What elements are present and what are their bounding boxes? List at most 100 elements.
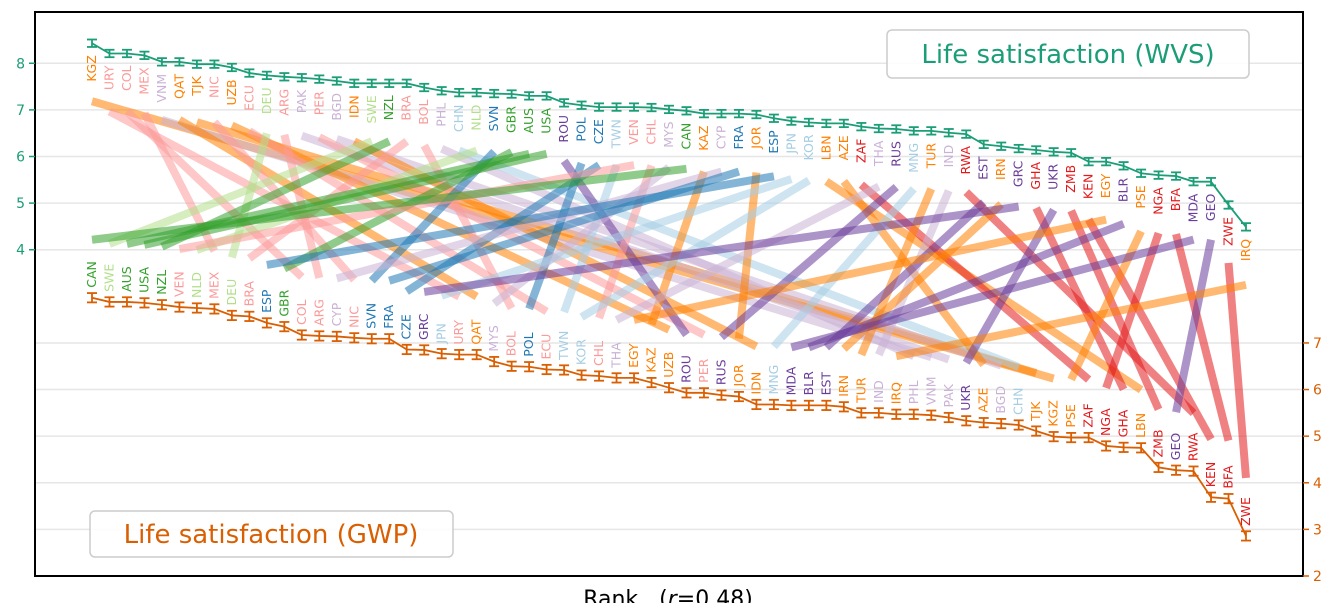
- gwp-label-IND: IND: [871, 380, 886, 403]
- wvs-label-BLR: BLR: [1116, 178, 1131, 203]
- link-ZWE: [1224, 262, 1250, 479]
- gwp-label-TUR: TUR: [853, 377, 868, 404]
- wvs-label-NLD: NLD: [469, 105, 484, 131]
- link-THA: [614, 182, 881, 324]
- gwp-label-GRC: GRC: [416, 313, 431, 340]
- gwp-label-DEU: DEU: [224, 279, 239, 306]
- wvs-label-JOR: JOR: [748, 126, 763, 150]
- link-POL: [525, 161, 586, 311]
- gwp-label-IRQ: IRQ: [888, 382, 903, 404]
- left-tick-label: 4: [16, 243, 25, 259]
- right-tick-label: 6: [1313, 383, 1322, 399]
- gwp-label-TWN: TWN: [556, 331, 571, 361]
- wvs-label-CZE: CZE: [591, 119, 606, 144]
- wvs-label-RWA: RWA: [958, 146, 973, 175]
- gwp-label-KGZ: KGZ: [1046, 400, 1061, 426]
- gwp-label-KEN: KEN: [1203, 462, 1218, 487]
- gwp-label-EST: EST: [818, 372, 833, 396]
- gwp-label-FRA: FRA: [381, 304, 396, 328]
- gwp-label-URY: URY: [451, 320, 466, 345]
- gwp-label-USA: USA: [136, 267, 151, 293]
- wvs-label-RUS: RUS: [888, 141, 903, 167]
- gwp-label-COL: COL: [294, 299, 309, 325]
- gwp-label-IRN: IRN: [836, 375, 851, 397]
- right-tick-label: 4: [1313, 476, 1322, 492]
- gwp-label-CHL: CHL: [591, 341, 606, 366]
- gwp-label-CAN: CAN: [84, 261, 99, 288]
- gwp-label-ROU: ROU: [678, 355, 693, 383]
- gwp-label-BLR: BLR: [801, 371, 816, 396]
- wvs-label-ZMB: ZMB: [1063, 165, 1078, 193]
- right-tick-label: 5: [1313, 429, 1322, 445]
- wvs-label-IRQ: IRQ: [1238, 239, 1253, 261]
- wvs-label-UKR: UKR: [1046, 164, 1061, 190]
- gwp-label-TJK: TJK: [1028, 401, 1043, 422]
- link-VEN: [178, 161, 635, 253]
- x-axis-label: Rank (r=0.48): [583, 587, 753, 603]
- wvs-label-COL: COL: [119, 65, 134, 91]
- link-RUS: [718, 183, 899, 341]
- link-EGY: [633, 215, 1107, 324]
- gwp-label-SVN: SVN: [364, 303, 379, 329]
- link-MDA: [790, 235, 1195, 352]
- gwp-label-NZL: NZL: [154, 270, 169, 295]
- wvs-label-THA: THA: [871, 140, 886, 167]
- gwp-label-AUS: AUS: [119, 266, 134, 292]
- gwp-label-BRA: BRA: [241, 281, 256, 307]
- wvs-label-CHN: CHN: [451, 105, 466, 132]
- gwp-label-GHA: GHA: [1116, 409, 1131, 437]
- wvs-label-PSE: PSE: [1133, 185, 1148, 208]
- wvs-label-GBR: GBR: [504, 106, 519, 133]
- gwp-label-NLD: NLD: [189, 272, 204, 298]
- gwp-label-ARG: ARG: [311, 299, 326, 326]
- link-KEN: [1085, 217, 1215, 442]
- wvs-label-IND: IND: [941, 145, 956, 168]
- wvs-label-GHA: GHA: [1028, 162, 1043, 190]
- gwp-label-JPN: JPN: [434, 323, 449, 345]
- gwp-label-ZMB: ZMB: [1151, 429, 1166, 457]
- wvs-label-JPN: JPN: [783, 133, 798, 155]
- wvs-label-USA: USA: [539, 107, 554, 133]
- gwp-label-SWE: SWE: [101, 264, 116, 292]
- gwp-label-MEX: MEX: [206, 271, 221, 299]
- link-CAN: [91, 164, 687, 244]
- wvs-label-ESP: ESP: [766, 130, 781, 154]
- wvs-label-BGD: BGD: [329, 93, 344, 121]
- link-GHA: [1032, 206, 1128, 392]
- wvs-label-AZE: AZE: [836, 135, 851, 160]
- right-tick-label: 3: [1313, 522, 1322, 538]
- wvs-label-PER: PER: [311, 91, 326, 115]
- wvs-label-SVN: SVN: [486, 106, 501, 132]
- gwp-label-ZAF: ZAF: [1081, 403, 1096, 427]
- link-GEO: [1172, 238, 1215, 413]
- wvs-label-MYS: MYS: [661, 121, 676, 147]
- legend-gwp: Life satisfaction (GWP): [89, 510, 454, 558]
- wvs-label-LBN: LBN: [818, 135, 833, 160]
- wvs-label-AUS: AUS: [521, 108, 536, 134]
- wvs-label-MEX: MEX: [136, 67, 151, 95]
- gwp-label-CZE: CZE: [399, 314, 414, 339]
- wvs-label-VEN: VEN: [626, 119, 641, 145]
- left-tick-label: 5: [16, 196, 25, 212]
- link-MNG: [770, 186, 917, 350]
- link-SWE: [108, 137, 374, 248]
- gwp-label-MNG: MNG: [766, 365, 781, 395]
- gwp-label-ECU: ECU: [539, 334, 554, 360]
- legend-gwp-label: Life satisfaction (GWP): [124, 520, 419, 550]
- link-BFA: [1172, 233, 1233, 442]
- legend-wvs-label: Life satisfaction (WVS): [921, 40, 1214, 70]
- wvs-label-UZB: UZB: [224, 79, 239, 105]
- gwp-label-AZE: AZE: [976, 388, 991, 413]
- wvs-label-TUR: TUR: [923, 143, 938, 170]
- gwp-label-GBR: GBR: [276, 289, 291, 316]
- wvs-label-TJK: TJK: [189, 75, 204, 96]
- gwp-label-PER: PER: [696, 358, 711, 382]
- right-tick-label: 7: [1313, 336, 1322, 352]
- wvs-label-TWN: TWN: [609, 119, 624, 149]
- wvs-label-NGA: NGA: [1151, 187, 1166, 215]
- wvs-label-ECU: ECU: [241, 85, 256, 111]
- link-TWN: [560, 163, 621, 314]
- gwp-label-KOR: KOR: [574, 339, 589, 365]
- wvs-label-KEN: KEN: [1081, 174, 1096, 199]
- axes: 4 5 6 7 8 2 3 4 5 6 7: [16, 56, 1322, 585]
